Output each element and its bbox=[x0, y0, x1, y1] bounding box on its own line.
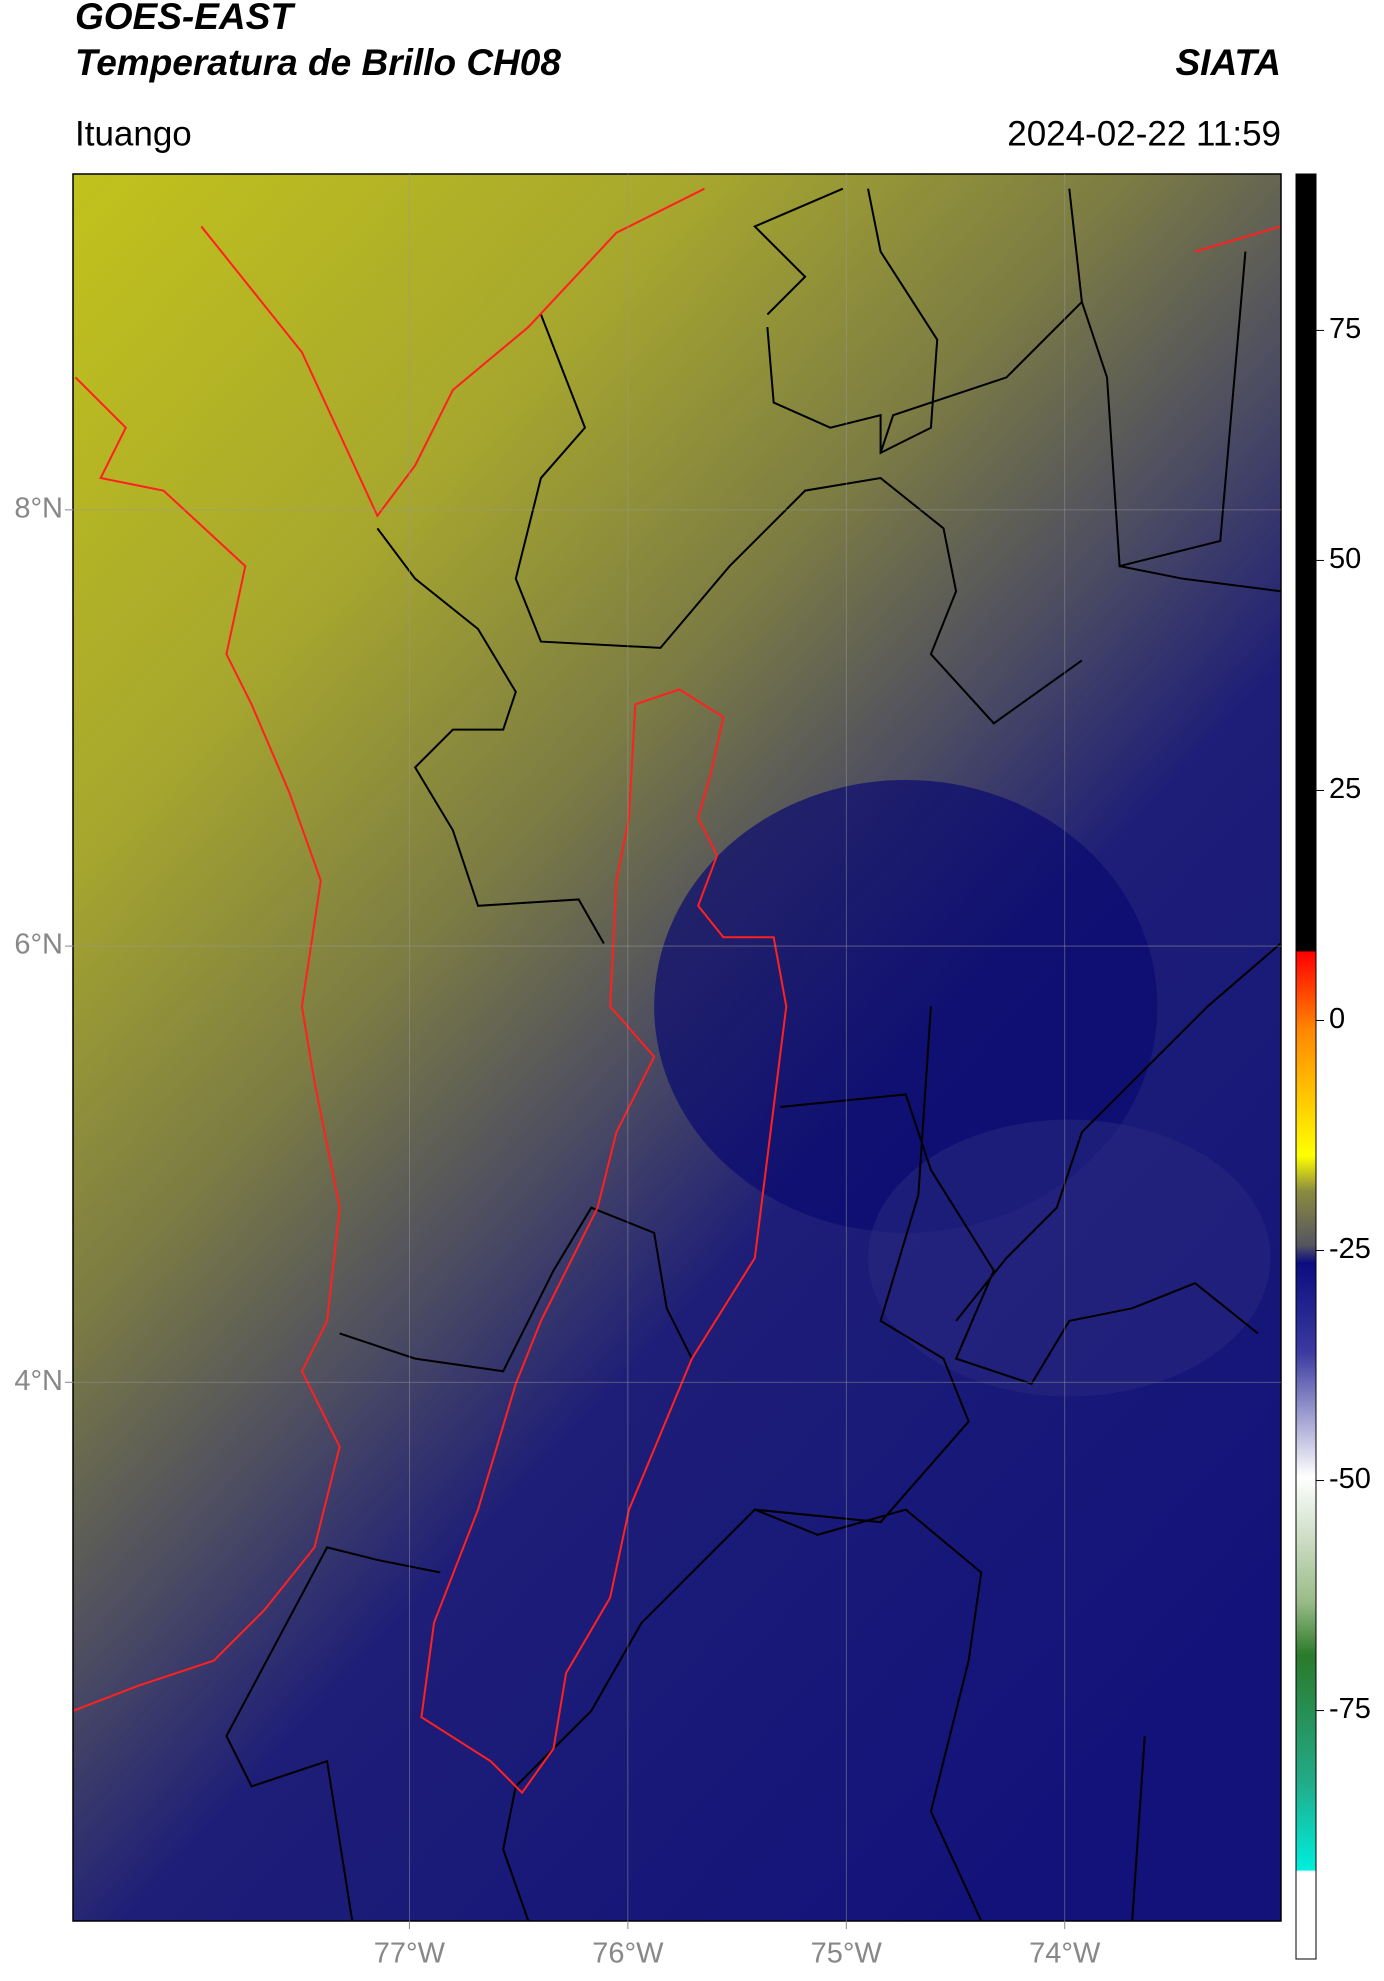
colorbar-tick-label: -25 bbox=[1329, 1233, 1371, 1265]
y-tick-label: 4°N bbox=[14, 1365, 63, 1397]
map-frame bbox=[72, 173, 1282, 1922]
colorbar-tick-label: -50 bbox=[1329, 1463, 1371, 1495]
borders bbox=[73, 187, 1281, 1921]
x-tick-label: 77°W bbox=[374, 1938, 446, 1970]
y-tick-label: 8°N bbox=[14, 493, 63, 525]
y-tick-label: 6°N bbox=[14, 929, 63, 961]
colorbar-tick-label: -75 bbox=[1329, 1693, 1371, 1725]
x-tick-label: 75°W bbox=[811, 1938, 883, 1970]
source: SIATA bbox=[1175, 42, 1281, 83]
datetime: 2024-02-22 11:59 bbox=[1007, 114, 1281, 153]
colorbar-tick-label: 25 bbox=[1329, 773, 1361, 805]
map bbox=[73, 174, 1281, 1921]
title: GOES-EAST bbox=[75, 0, 296, 37]
colorbar-tick-label: 50 bbox=[1329, 543, 1361, 575]
colorbar-tick-label: 75 bbox=[1329, 313, 1361, 345]
subtitle: Temperatura de Brillo CH08 bbox=[75, 42, 561, 83]
colorbar-tick-label: 0 bbox=[1329, 1003, 1345, 1035]
x-tick-label: 74°W bbox=[1029, 1938, 1101, 1970]
colorbar bbox=[1295, 173, 1317, 1960]
region: Ituango bbox=[75, 114, 192, 153]
x-tick-label: 76°W bbox=[592, 1938, 664, 1970]
